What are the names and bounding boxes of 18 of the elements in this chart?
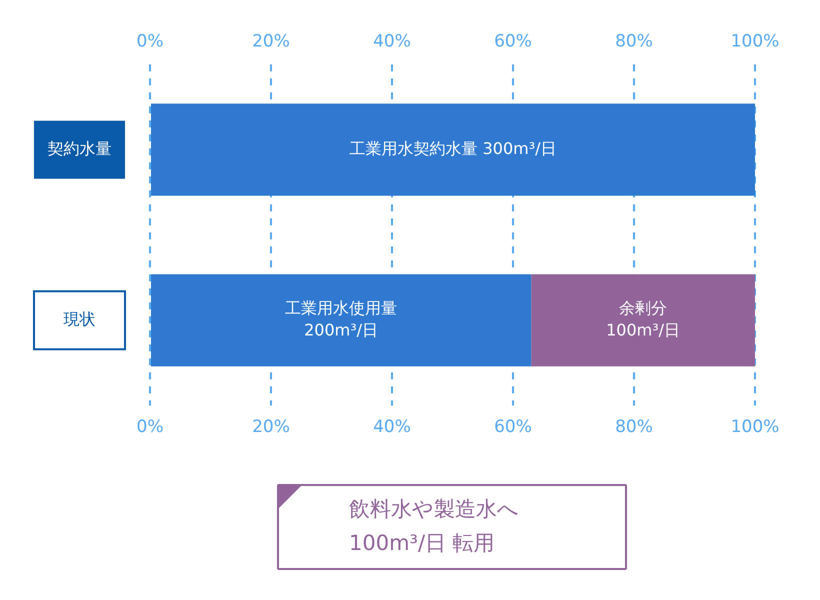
data-label: 余剰分 100m³/日: [606, 298, 680, 340]
data-label: 工業用水使用量 200m³/日: [285, 298, 398, 340]
x-tick-label: 0%: [136, 32, 164, 52]
x2-tick-label: 20%: [252, 417, 290, 438]
x-tick-label: 20%: [252, 32, 290, 52]
x2-tick-label: 100%: [730, 417, 780, 438]
y-tick-label: 契約水量: [48, 138, 112, 158]
data-label: 工業用水契約水量 300m³/日: [349, 138, 557, 158]
x2-tick-label: 80%: [615, 417, 653, 438]
x-tick-label: 100%: [730, 32, 780, 52]
y-tick-label: 現状: [64, 309, 96, 328]
x2-tick-label: 60%: [494, 417, 532, 438]
text: 飲料水や製造水へ 100m³/日 転用: [349, 497, 519, 555]
x2-tick-label: 40%: [373, 417, 411, 438]
x-tick-label: 40%: [373, 32, 411, 52]
x-tick-label: 80%: [615, 32, 653, 52]
x2-tick-label: 0%: [136, 417, 164, 438]
x-tick-label: 60%: [494, 32, 532, 52]
